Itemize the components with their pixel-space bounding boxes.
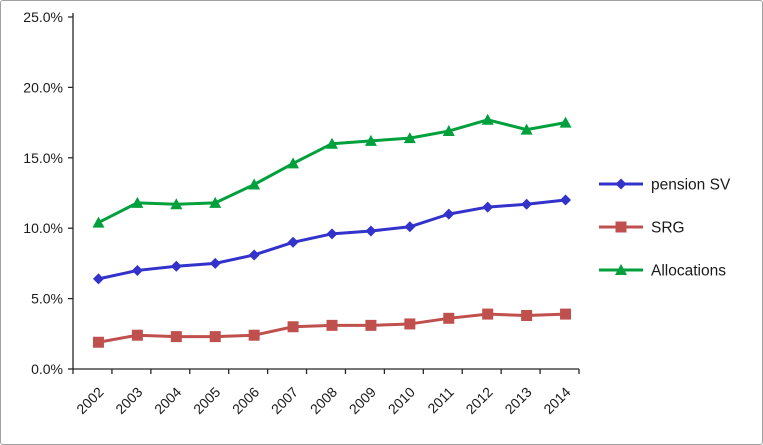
marker-diamond [443, 208, 455, 220]
marker-diamond [131, 264, 143, 276]
y-axis-tick-label: 25.0% [23, 9, 63, 25]
y-axis-tick-label: 10.0% [23, 220, 63, 236]
series-allocations [92, 113, 572, 228]
marker-square [326, 319, 338, 331]
marker-diamond [615, 178, 627, 190]
marker-triangle [248, 178, 261, 190]
legend-label: Allocations [651, 263, 726, 280]
series-pension-sv [92, 194, 572, 285]
x-axis-label: 2003 [112, 384, 145, 417]
marker-diamond [365, 225, 377, 237]
axes: 0.0% 5.0% 10.0% 15.0% 20.0% 25.0% 2002 2003 2004… [23, 9, 580, 417]
marker-diamond [92, 273, 104, 285]
marker-square [92, 336, 104, 348]
marker-square [615, 221, 627, 233]
marker-square [209, 331, 221, 343]
marker-triangle [559, 116, 572, 128]
legend-label: pension SV [651, 177, 731, 194]
marker-triangle [364, 134, 377, 146]
marker-diamond [482, 201, 494, 213]
legend-item-allocations: Allocations [599, 263, 726, 280]
marker-triangle [615, 264, 627, 275]
x-axis-label: 2002 [73, 384, 106, 417]
marker-triangle [520, 123, 533, 135]
marker-diamond [248, 249, 260, 261]
x-axis-label: 2007 [268, 384, 301, 417]
legend-item-pension-sv: pension SV [599, 177, 731, 194]
marker-diamond [404, 221, 416, 233]
x-axis-label: 2012 [462, 384, 495, 417]
x-axis-label: 2009 [346, 384, 379, 417]
y-axis-tick-label: 0.0% [31, 361, 63, 377]
marker-diamond [209, 257, 221, 269]
marker-square [131, 329, 143, 341]
x-axis-label: 2004 [151, 384, 184, 417]
y-axis-tick-label: 15.0% [23, 150, 63, 166]
x-axis-label: 2005 [190, 384, 223, 417]
legend-item-srg: SRG [599, 220, 685, 237]
marker-triangle [403, 132, 416, 144]
marker-diamond [521, 198, 533, 210]
marker-triangle [92, 216, 105, 228]
x-axis-label: 2013 [501, 384, 534, 417]
marker-diamond [287, 236, 299, 248]
marker-triangle [287, 157, 300, 169]
marker-diamond [560, 194, 572, 206]
series-srg [92, 308, 572, 348]
x-axis-label: 2014 [540, 384, 573, 417]
marker-square [560, 308, 572, 320]
marker-diamond [170, 260, 182, 272]
y-axis-tick-label: 20.0% [23, 79, 63, 95]
marker-square [443, 312, 455, 324]
marker-square [170, 331, 182, 343]
marker-triangle [209, 196, 222, 208]
marker-square [365, 319, 377, 331]
x-axis-label: 2011 [424, 384, 457, 417]
x-axis-label: 2008 [307, 384, 340, 417]
x-axis-label: 2010 [385, 384, 418, 417]
legend-label: SRG [651, 220, 685, 237]
marker-square [521, 309, 533, 321]
marker-square [248, 329, 260, 341]
marker-triangle [170, 198, 183, 210]
marker-triangle [131, 196, 144, 208]
chart-legend: pension SV SRG Allocations [599, 177, 731, 280]
y-axis-tick-label: 5.0% [31, 291, 63, 307]
marker-square [404, 318, 416, 330]
marker-triangle [442, 125, 455, 137]
series-line [98, 198, 566, 281]
marker-diamond [326, 228, 338, 240]
marker-square [287, 321, 299, 333]
marker-triangle [481, 113, 494, 125]
marker-triangle [326, 137, 338, 149]
marker-square [482, 308, 494, 320]
x-axis-label: 2006 [229, 384, 262, 417]
